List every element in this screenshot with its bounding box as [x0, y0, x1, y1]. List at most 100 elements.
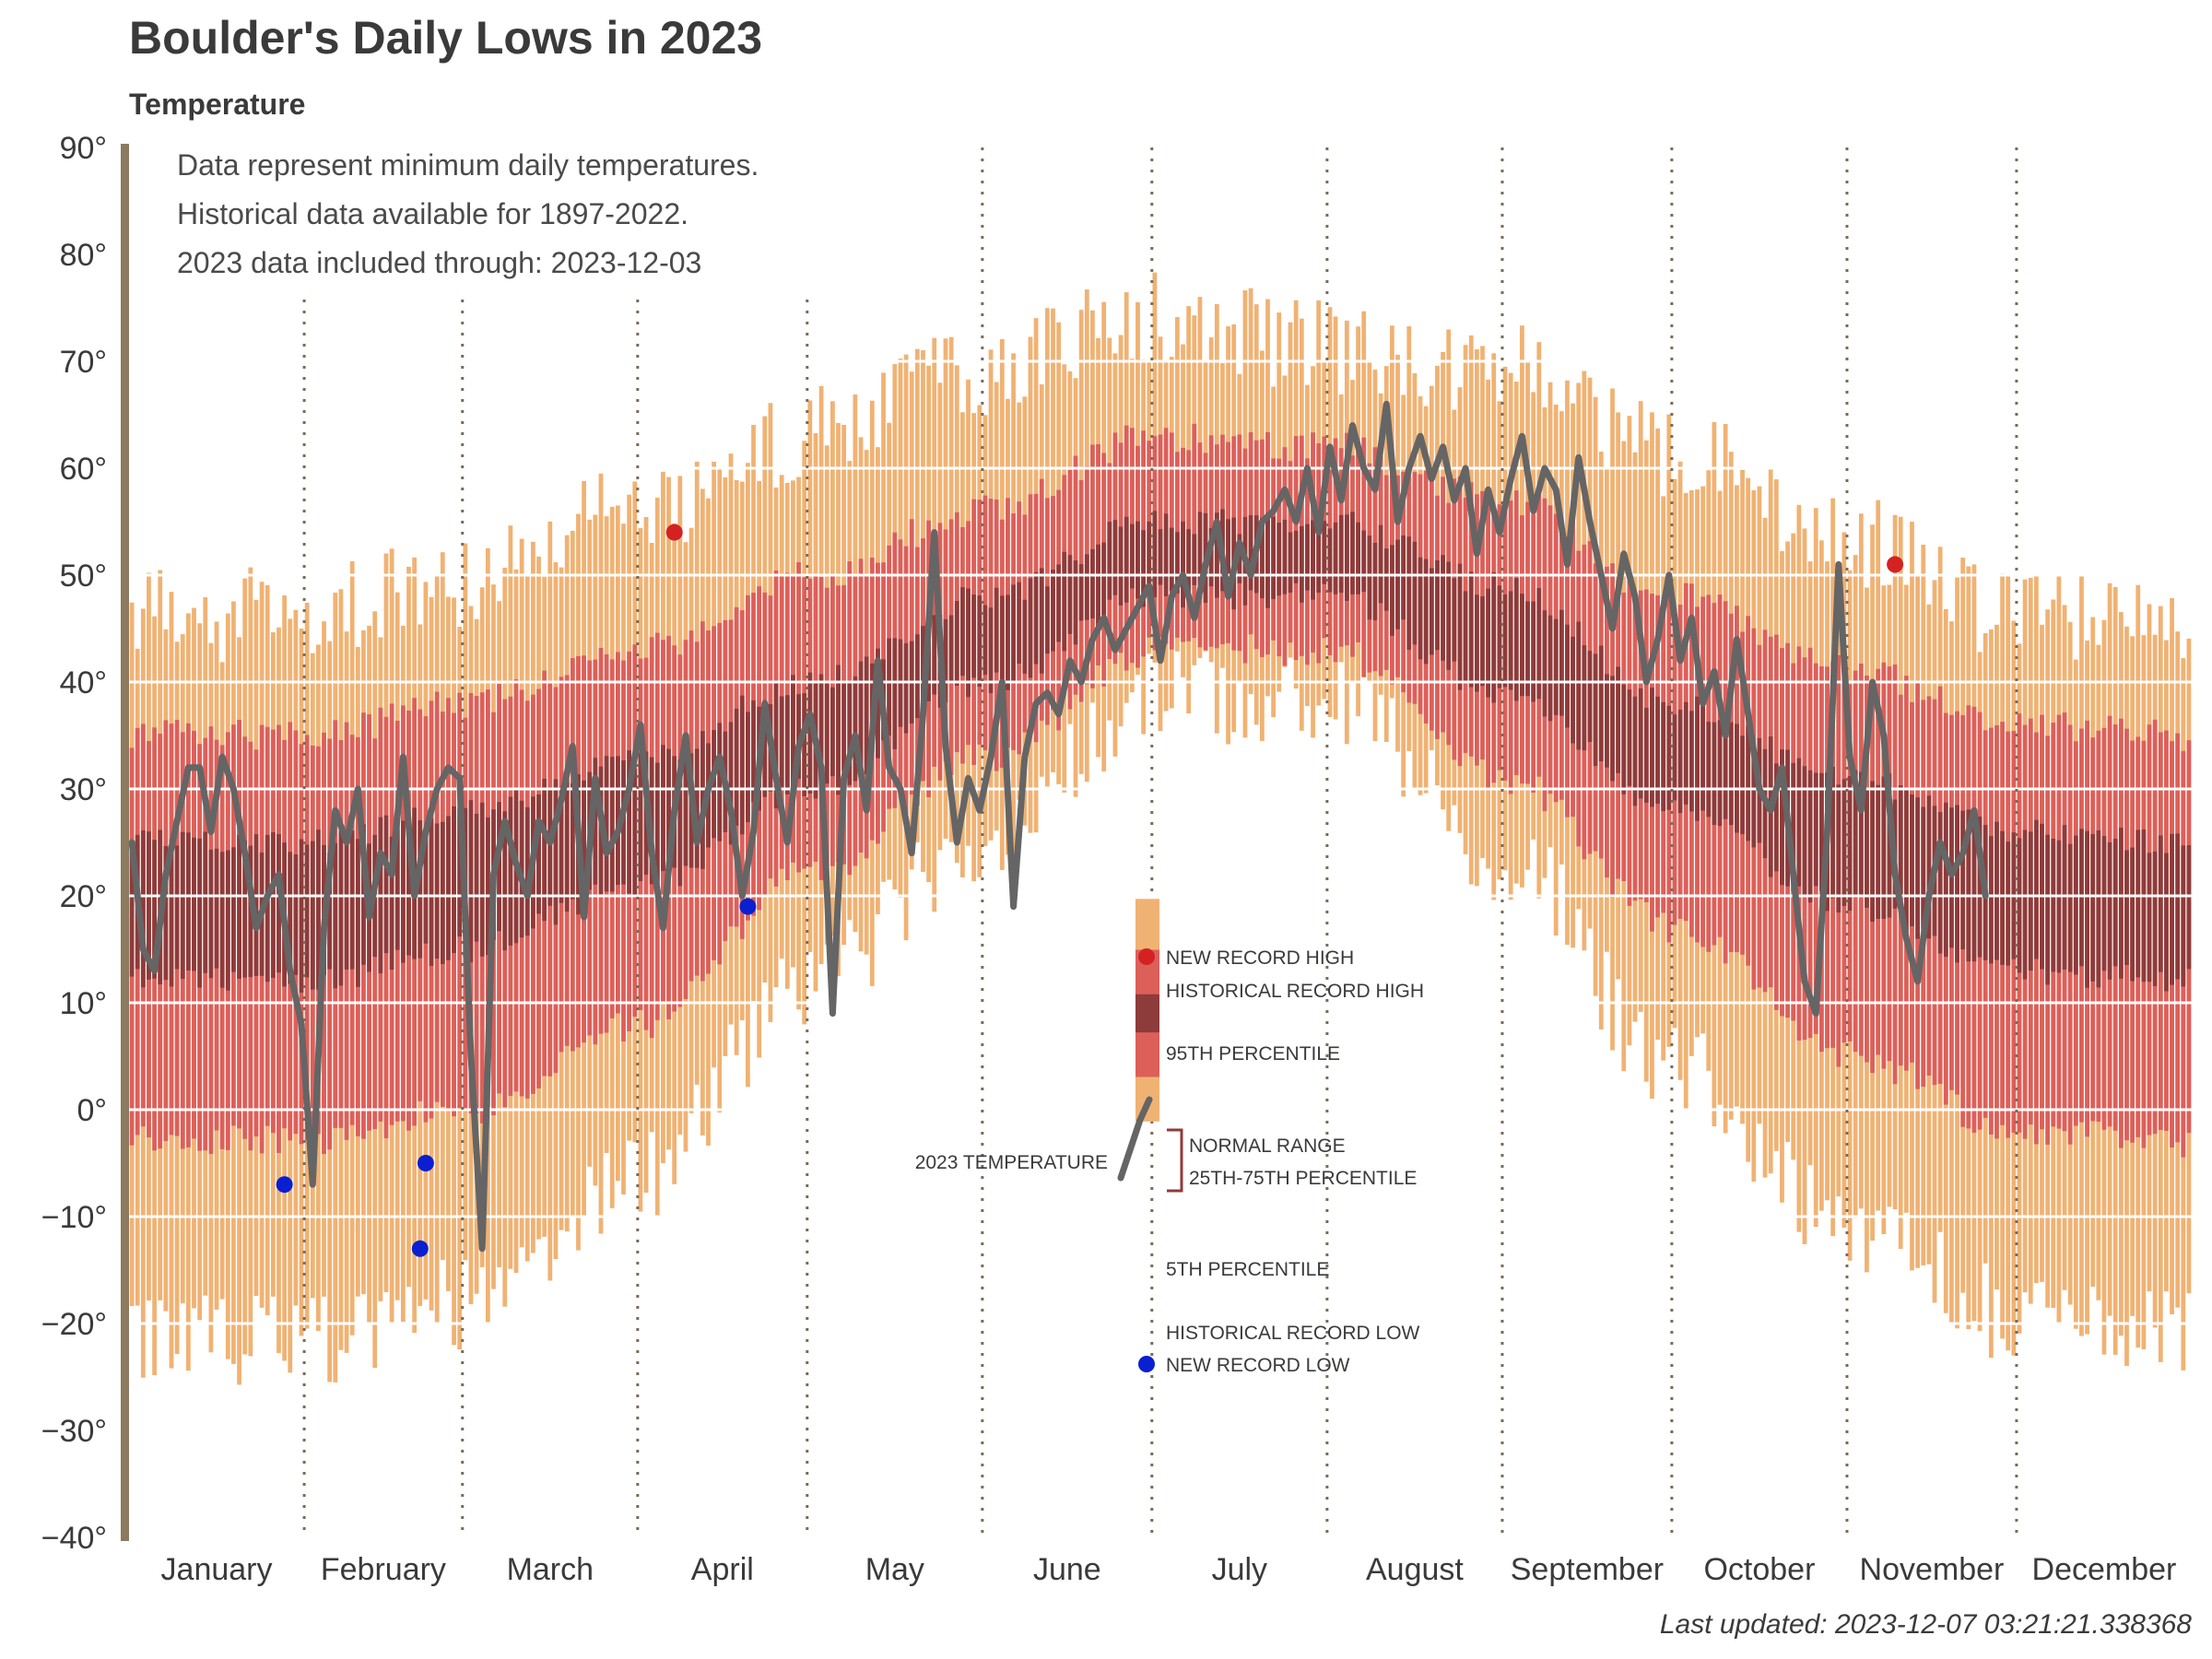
normal-range-bar — [1536, 588, 1542, 700]
new-record-low-point — [417, 1155, 434, 1171]
normal-range-bar — [1520, 594, 1524, 697]
normal-range-bar — [508, 796, 513, 946]
normal-range-bar — [1124, 516, 1129, 603]
normal-range-bar — [638, 752, 643, 882]
normal-range-bar — [2028, 831, 2033, 971]
normal-range-bar — [2147, 853, 2152, 982]
normal-range-bar — [841, 682, 847, 771]
normal-range-bar — [1491, 571, 1497, 703]
normal-range-bar — [446, 816, 451, 960]
normal-range-bar — [830, 687, 835, 777]
normal-range-bar — [1661, 701, 1666, 812]
y-tick-label: −10° — [41, 1200, 107, 1235]
normal-range-bar — [1141, 530, 1146, 607]
chart-subtitle: Temperature — [129, 88, 305, 121]
normal-range-bar — [1237, 534, 1242, 583]
normal-range-bar — [1135, 521, 1140, 599]
normal-range-bar — [174, 845, 180, 970]
normal-range-bar — [1367, 535, 1372, 620]
normal-range-bar — [779, 696, 784, 789]
normal-range-bar — [1818, 772, 1824, 891]
y-tick-label: −20° — [41, 1307, 107, 1342]
normal-range-bar — [858, 661, 864, 770]
normal-range-bar — [383, 815, 389, 953]
normal-range-bar — [559, 786, 564, 903]
normal-range-bar — [1525, 601, 1530, 697]
normal-range-bar — [1735, 724, 1739, 833]
normal-range-bar — [333, 842, 338, 989]
normal-range-bar — [1582, 644, 1587, 751]
normal-range-bar — [1372, 542, 1378, 621]
normal-range-bar — [914, 634, 920, 719]
normal-range-bar — [632, 769, 638, 896]
normal-range-bar — [1836, 784, 1841, 913]
normal-range-bar — [338, 830, 344, 986]
normal-range-bar — [1706, 722, 1712, 818]
month-label: September — [1511, 1552, 1664, 1587]
normal-range-bar — [1435, 559, 1440, 651]
y-tick-label: 50° — [60, 559, 107, 594]
normal-range-bar — [666, 748, 671, 879]
legend-temperature-line — [1117, 1096, 1153, 1182]
normal-range-bar — [864, 656, 869, 774]
normal-range-bar — [553, 779, 559, 925]
normal-range-bar — [1039, 568, 1044, 674]
normal-range-bar — [1322, 521, 1327, 584]
y-tick-label: 30° — [60, 772, 107, 807]
normal-range-bar — [1994, 821, 1999, 960]
normal-range-bar — [728, 722, 734, 845]
normal-range-bar — [147, 831, 151, 980]
normal-range-bar — [2022, 830, 2028, 980]
normal-range-bar — [169, 839, 174, 987]
normal-range-bar — [1977, 816, 1983, 958]
normal-range-bar — [1650, 688, 1654, 807]
percentile-range-bar — [1192, 423, 1197, 639]
normal-range-bar — [1988, 836, 1994, 964]
normal-range-bar — [1728, 722, 1734, 826]
normal-range-bar — [1474, 594, 1479, 692]
normal-range-bar — [564, 772, 570, 912]
legend-label: HISTORICAL RECORD LOW — [1166, 1323, 1420, 1344]
normal-range-bar — [1853, 770, 1858, 898]
normal-range-bar — [887, 638, 892, 736]
record-markers — [276, 524, 1904, 1257]
normal-range-bar — [903, 642, 909, 734]
normal-range-bar — [796, 694, 801, 779]
normal-range-bar — [355, 839, 360, 987]
normal-range-bar — [1101, 542, 1107, 616]
normal-range-bar — [265, 834, 270, 982]
y-tick-label: 20° — [60, 879, 107, 914]
normal-range-bar — [994, 587, 999, 673]
normal-range-bar — [971, 594, 977, 678]
normal-range-bar — [1621, 684, 1627, 794]
normal-range-bar — [1418, 557, 1423, 660]
normal-range-bar — [163, 845, 169, 981]
normal-range-bar — [1305, 524, 1310, 591]
normal-range-bar — [824, 681, 830, 784]
y-tick-label: 70° — [60, 345, 107, 380]
normal-range-bar — [1395, 539, 1400, 629]
normal-range-bar — [547, 788, 553, 906]
normal-range-bar — [999, 595, 1005, 689]
normal-range-bar — [208, 849, 214, 979]
normal-range-bar — [1559, 609, 1564, 716]
normal-range-bar — [954, 601, 959, 686]
normal-range-bar — [802, 693, 807, 796]
normal-range-bar — [1553, 618, 1559, 715]
normal-range-bar — [2118, 828, 2124, 979]
normal-range-bar — [943, 618, 948, 703]
normal-range-bar — [1293, 530, 1299, 583]
y-tick-label: 80° — [60, 238, 107, 273]
normal-range-bar — [237, 834, 241, 979]
month-label: November — [1860, 1552, 2005, 1587]
normal-range-bar — [1847, 775, 1853, 912]
normal-range-bar — [129, 848, 135, 977]
normal-range-bar — [1966, 809, 1971, 962]
normal-range-bar — [1497, 585, 1502, 688]
normal-range-bar — [1118, 526, 1124, 606]
normal-range-bar — [1028, 578, 1033, 678]
normal-range-bar — [1887, 773, 1892, 918]
normal-range-bar — [1446, 561, 1452, 670]
normal-range-bar — [1903, 787, 1909, 933]
